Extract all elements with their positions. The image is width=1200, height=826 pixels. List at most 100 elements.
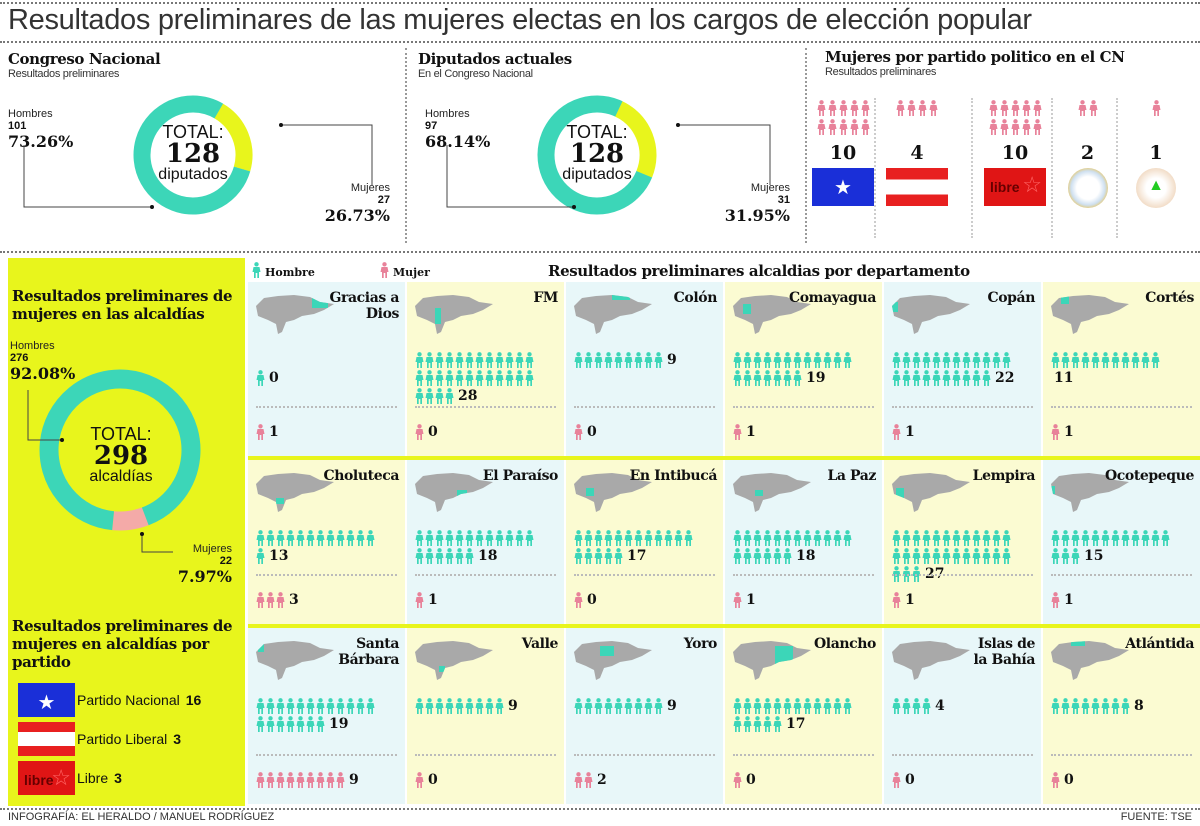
person-icon	[505, 352, 514, 368]
hombres-label-group: Hombres 97 68.14%	[425, 108, 490, 151]
person-icon	[833, 530, 842, 546]
leader-line	[23, 145, 152, 208]
departamento-name: El Paraíso	[482, 468, 558, 484]
hombres-label: Hombres	[8, 108, 53, 120]
total-unit: diputados	[562, 166, 632, 183]
hombres-count: 19	[329, 716, 349, 732]
mujeres-count: 0	[587, 424, 597, 440]
person-icon	[634, 352, 643, 368]
mujeres-label: Mujeres	[350, 182, 390, 194]
congreso-header: Congreso Nacional Resultados preliminare…	[8, 50, 161, 80]
divider	[1051, 98, 1053, 238]
person-icon	[892, 698, 901, 714]
divider	[0, 41, 1200, 43]
person-icon	[753, 698, 762, 714]
person-icon	[753, 352, 762, 368]
person-icon	[922, 352, 931, 368]
person-icon	[783, 698, 792, 714]
person-icon	[992, 530, 1001, 546]
mujeres-icons: 1	[892, 592, 915, 608]
person-icon	[743, 352, 752, 368]
total-label: TOTAL:	[566, 122, 628, 142]
person-icon	[1071, 548, 1080, 564]
person-icon	[495, 530, 504, 546]
person-icon	[256, 592, 265, 608]
hombres-count: 11	[1054, 370, 1074, 386]
person-icon	[336, 698, 345, 714]
person-icon	[763, 548, 772, 564]
person-icon	[465, 352, 474, 368]
person-icon	[733, 772, 742, 788]
mujeres-count: 1	[269, 424, 279, 440]
person-icon	[475, 698, 484, 714]
departamento-card: Santa Bárbara 19 9	[248, 628, 405, 804]
person-icon	[455, 548, 464, 564]
mujeres-icons: 2	[574, 772, 607, 788]
departamento-card: Lempira 27 1	[884, 460, 1041, 624]
mujeres-count: 2	[597, 772, 607, 788]
person-icon	[256, 424, 265, 440]
person-icon	[1011, 100, 1019, 116]
person-icon	[574, 530, 583, 546]
person-icon	[415, 592, 424, 608]
person-icon	[1131, 352, 1140, 368]
partidos-cn-header: Mujeres por partido politico en el CN Re…	[825, 48, 1125, 78]
person-icon	[850, 100, 858, 116]
person-icon	[1002, 548, 1011, 564]
person-icon	[266, 698, 275, 714]
person-icon	[1051, 698, 1060, 714]
women-icons	[1059, 100, 1117, 138]
person-icon	[574, 424, 583, 440]
person-icon	[465, 698, 474, 714]
person-icon	[584, 698, 593, 714]
divider	[892, 574, 1033, 576]
person-icon	[1089, 100, 1097, 116]
leader-dot	[140, 532, 144, 536]
departamento-card: Cortés 11 1	[1043, 282, 1200, 456]
party-column: 2	[1055, 100, 1120, 208]
person-icon	[992, 548, 1001, 564]
party-name: Partido Liberal	[77, 731, 168, 747]
divider	[892, 754, 1033, 756]
person-icon	[584, 548, 593, 564]
person-icon	[316, 716, 325, 732]
departamento-card: FM 28 0	[407, 282, 564, 456]
hombres-count: 13	[269, 548, 289, 564]
person-icon	[505, 530, 514, 546]
honduras-map-icon	[574, 473, 652, 512]
person-icon	[336, 772, 345, 788]
departamento-card: Atlántida 8 0	[1043, 628, 1200, 804]
person-icon	[634, 698, 643, 714]
person-icon	[515, 352, 524, 368]
person-icon	[1161, 530, 1170, 546]
section-title: Congreso Nacional	[8, 50, 161, 68]
person-icon	[1051, 548, 1060, 564]
person-icon	[1121, 530, 1130, 546]
person-icon	[525, 370, 534, 386]
person-icon	[817, 100, 825, 116]
mujeres-count: 0	[428, 424, 438, 440]
mujeres-count: 27	[377, 194, 390, 206]
person-icon	[1051, 772, 1060, 788]
mujeres-count: 1	[905, 424, 915, 440]
honduras-map-icon	[892, 295, 970, 334]
person-icon	[861, 119, 869, 135]
person-icon	[1071, 698, 1080, 714]
person-icon	[495, 698, 504, 714]
leader-dot	[279, 123, 283, 127]
person-icon	[839, 119, 847, 135]
person-icon	[654, 530, 663, 546]
person-icon	[485, 352, 494, 368]
divider	[0, 2, 1200, 4]
person-icon	[604, 352, 613, 368]
divider	[874, 98, 876, 238]
person-icon	[286, 716, 295, 732]
party-count: 10	[1001, 142, 1029, 164]
hombres-count: 8	[1134, 698, 1144, 714]
hombres-icons: 18	[733, 530, 861, 564]
person-icon	[912, 566, 921, 582]
person-icon	[465, 548, 474, 564]
person-icon	[743, 530, 752, 546]
mujeres-icons: 0	[574, 592, 597, 608]
honduras-map-icon	[1051, 641, 1129, 680]
